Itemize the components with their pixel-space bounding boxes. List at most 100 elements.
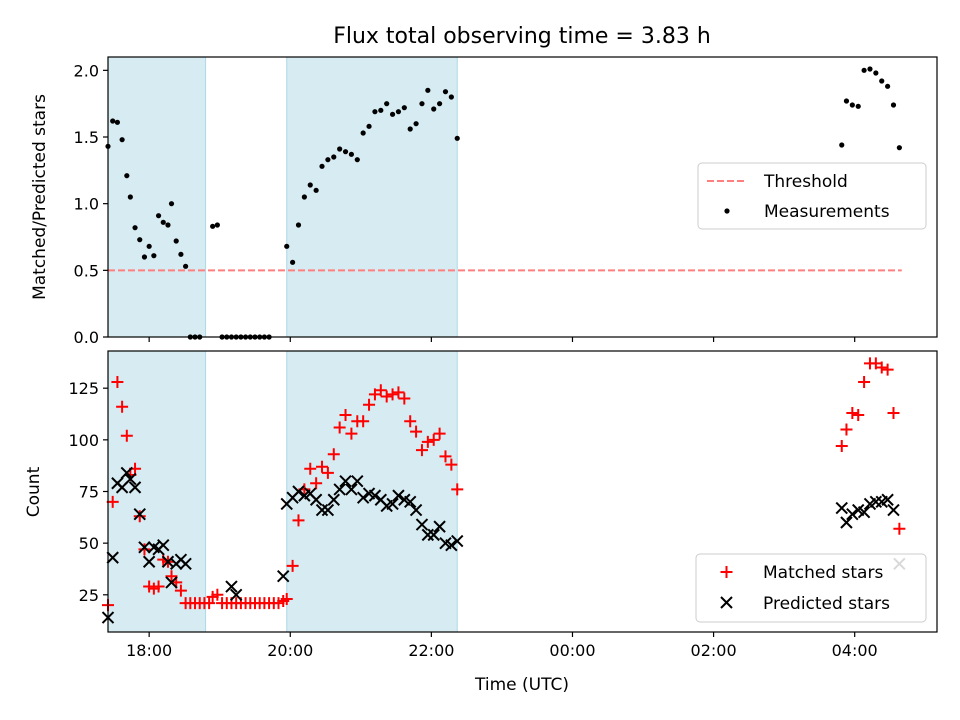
matched-star-point: [887, 406, 900, 419]
matched-star-point: [404, 415, 417, 428]
predicted-star-point: [292, 485, 305, 498]
predicted-star-point: [138, 541, 151, 554]
measurement-point: [407, 126, 413, 132]
predicted-star-point: [120, 466, 134, 480]
measurement-point: [401, 105, 407, 111]
predicted-star-point: [421, 528, 435, 542]
predicted-star-point: [403, 495, 417, 509]
matched-star-point: [339, 409, 352, 422]
predicted-star-point: [345, 483, 358, 496]
measurement-point: [155, 213, 162, 219]
measurement-point: [165, 222, 171, 228]
measurement-point: [210, 223, 216, 229]
bottom-y-tick-label: 75: [79, 483, 99, 502]
measurement-point: [168, 201, 175, 207]
measurement-point: [110, 118, 116, 124]
matched-star-point: [133, 510, 146, 523]
measurement-point: [173, 238, 179, 244]
measurement-point: [378, 107, 384, 113]
measurement-point: [141, 254, 148, 260]
measurement-point: [366, 123, 372, 129]
predicted-star-point: [128, 481, 142, 494]
predicted-star-point: [106, 551, 119, 564]
matched-star-point: [835, 440, 848, 453]
bottom-legend-frame: [695, 553, 927, 623]
measurement-point: [890, 102, 897, 108]
matched-star-point: [333, 421, 346, 434]
measurement-point: [319, 163, 325, 169]
measurement-point: [360, 130, 366, 136]
predicted-star-point: [315, 503, 329, 517]
top-y-tick-label: 0.5: [74, 261, 99, 280]
matched-star-point: [138, 543, 151, 556]
measurement-point: [372, 109, 378, 115]
predicted-star-point: [309, 493, 323, 506]
predicted-star-point: [451, 534, 464, 548]
matched-star-point: [398, 392, 411, 405]
measurement-point: [855, 103, 861, 109]
matched-star-point: [427, 433, 440, 446]
predicted-star-point: [368, 489, 382, 502]
top-legend-frame: [697, 162, 927, 230]
measurement-point: [867, 66, 873, 72]
predicted-star-point: [857, 505, 871, 519]
matched-star-point: [374, 384, 387, 397]
predicted-star-point: [392, 489, 405, 502]
matched-star-point: [211, 588, 224, 601]
measurements-legend-label: Measurements: [764, 202, 890, 222]
matched-star-point: [310, 477, 323, 490]
bottom-y-tick-label: 50: [79, 534, 99, 553]
predicted-legend-swatch: [720, 596, 733, 609]
matched-star-point: [327, 448, 340, 461]
predicted-star-point: [351, 474, 364, 488]
predicted-star-point: [427, 528, 440, 542]
measurement-point: [873, 70, 879, 76]
matched-star-point: [386, 388, 399, 401]
bottom-shaded-interval: [107, 350, 207, 633]
measurement-point: [146, 243, 152, 249]
matched-star-point: [421, 435, 434, 448]
matched-star-point: [415, 444, 428, 457]
predicted-star-point: [409, 503, 423, 517]
count-panel: 25 50 75 100 125 18:00 20:00 22:00 00:00 02:00 04:…: [68, 350, 938, 660]
x-tick-label: 02:00: [691, 641, 737, 660]
predicted-star-point: [124, 472, 137, 486]
bottom-legend: Matched stars Predicted stars: [695, 553, 927, 623]
measurement-point: [389, 111, 396, 117]
top-shaded-interval: [286, 56, 458, 338]
measurement-point: [879, 78, 885, 84]
x-tick-label: 04:00: [832, 641, 878, 660]
x-axis-label: Time (UTC): [474, 675, 569, 695]
matched-star-point: [881, 363, 894, 376]
measurement-point: [384, 101, 390, 107]
measurement-point: [331, 154, 337, 160]
measurement-point: [337, 146, 343, 152]
predicted-star-point: [157, 539, 170, 552]
chart-title: Flux total observing time = 3.83 h: [333, 24, 711, 49]
predicted-star-point: [321, 503, 335, 517]
measurement-point: [849, 102, 855, 108]
predicted-star-point: [276, 570, 290, 583]
bottom-y-tick-label: 100: [68, 431, 99, 450]
threshold-legend-label: Threshold: [763, 172, 848, 192]
measurement-point: [419, 101, 425, 107]
predicted-star-point: [846, 508, 859, 521]
top-y-tick-label: 1.0: [74, 195, 99, 214]
predicted-star-point: [327, 493, 340, 506]
matched-star-point: [286, 559, 299, 572]
predicted-star-point: [433, 520, 446, 533]
matched-legend-label: Matched stars: [763, 563, 883, 583]
measurement-point: [448, 94, 454, 100]
ratio-panel: 0.0 0.5 1.0 1.5 2.0: [74, 56, 938, 347]
top-legend: Threshold Measurements: [697, 162, 927, 230]
matched-star-point: [111, 375, 124, 388]
top-y-axis-label: Matched/Predicted stars: [30, 94, 50, 300]
measurement-point: [127, 194, 133, 200]
measurement-point: [214, 222, 220, 228]
measurement-point: [151, 253, 157, 259]
predicted-star-point: [142, 555, 156, 568]
matched-star-point: [433, 427, 446, 440]
predicted-star-point: [165, 576, 178, 589]
x-tick-label: 18:00: [126, 641, 172, 660]
bottom-y-tick-label: 125: [68, 379, 99, 398]
